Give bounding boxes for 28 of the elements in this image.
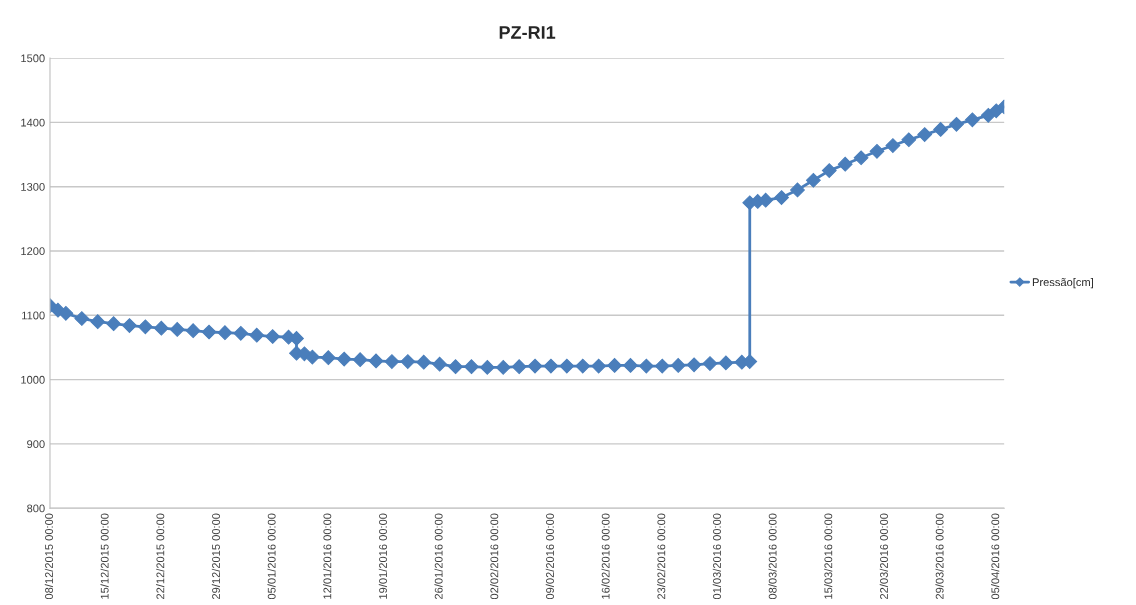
x-tick-label: 16/02/2016 00:00: [601, 513, 610, 599]
y-tick-label: 1000: [21, 375, 45, 384]
x-tick-label: 23/02/2016 00:00: [657, 513, 666, 599]
x-tick-label: 01/03/2016 00:00: [712, 513, 721, 600]
y-tick-label: 1400: [21, 118, 45, 127]
x-tick-label: 09/02/2016 00:00: [545, 513, 554, 600]
x-tick-label: 29/03/2016 00:00: [935, 513, 944, 599]
x-tick-label: 15/03/2016 00:00: [824, 513, 833, 599]
x-tick-label: 19/01/2016 00:00: [378, 513, 387, 599]
x-tick-label: 08/12/2015 00:00: [44, 513, 53, 600]
y-tick-label: 800: [27, 504, 45, 513]
x-tick-label: 05/01/2016 00:00: [267, 513, 276, 600]
y-tick-label: 1500: [21, 54, 45, 63]
y-tick-label: 1300: [21, 182, 45, 191]
x-tick-label: 22/03/2016 00:00: [879, 513, 888, 599]
x-tick-label: 12/01/2016 00:00: [323, 513, 332, 599]
x-tick-label: 29/12/2015 00:00: [211, 513, 220, 599]
legend-label: Pressão[cm]: [1032, 277, 1093, 289]
x-tick-label: 15/12/2015 00:00: [100, 513, 109, 599]
x-tick-label: 08/03/2016 00:00: [768, 513, 777, 600]
chart-title: PZ-RI1: [499, 26, 556, 39]
y-tick-label: 900: [27, 440, 45, 449]
x-tick-label: 22/12/2015 00:00: [156, 513, 165, 599]
y-tick-label: 1100: [22, 311, 45, 320]
x-tick-label: 26/01/2016 00:00: [434, 513, 443, 599]
y-tick-label: 1200: [21, 247, 45, 256]
x-tick-label: 02/02/2016 00:00: [490, 513, 499, 600]
x-tick-label: 05/04/2016 00:00: [991, 513, 1000, 600]
